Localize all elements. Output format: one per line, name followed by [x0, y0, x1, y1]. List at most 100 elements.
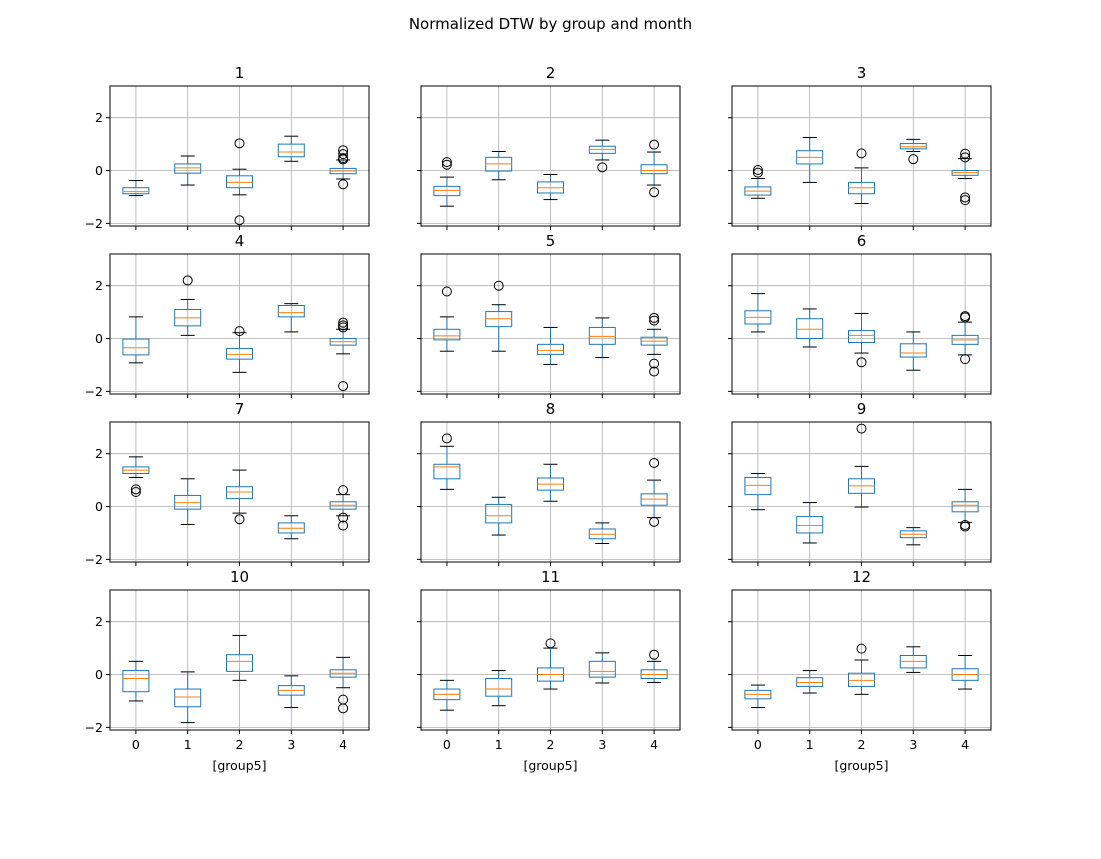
- outlier-point: [649, 457, 660, 468]
- subplot-title: 6: [857, 232, 867, 250]
- outlier-point: [649, 312, 660, 323]
- box-iqr: [899, 343, 927, 358]
- outlier-point: [649, 315, 660, 326]
- boxplot-10-1: [174, 671, 202, 724]
- ytick-label: 2: [95, 446, 103, 461]
- boxplot-7-1: [174, 478, 202, 525]
- x-axis-label: [group5]: [212, 758, 266, 773]
- subplot-title: 8: [546, 400, 556, 418]
- boxplot-10-3: [277, 675, 305, 709]
- outlier-point: [338, 179, 349, 190]
- boxplot-6-4: [951, 311, 979, 365]
- box-iqr: [226, 486, 253, 500]
- boxplot-6-3: [899, 331, 927, 371]
- boxplot-3-1: [796, 137, 824, 183]
- subplot-10: 10 −2 0 2 0 1 2 3 4 [group5]: [85, 568, 370, 773]
- boxplot-9-3: [899, 527, 927, 546]
- outlier-point: [338, 703, 349, 714]
- boxplot-5-2: [537, 326, 564, 365]
- boxplot-11-1: [485, 670, 513, 707]
- box-iqr: [433, 185, 461, 197]
- boxplot-8-4: [640, 457, 668, 527]
- subplot-2: 2: [417, 64, 681, 230]
- boxplot-4-4: [329, 317, 357, 392]
- ytick-label: 2: [95, 110, 103, 125]
- boxplot-7-2: [226, 469, 253, 525]
- outlier-point: [960, 148, 971, 159]
- outlier-point: [960, 312, 971, 323]
- box-iqr: [485, 677, 513, 697]
- boxplot-7-4: [329, 485, 357, 531]
- xtick-label: 0: [132, 737, 140, 752]
- ytick-label: −2: [85, 552, 103, 567]
- boxplot-3-0: [744, 165, 772, 199]
- subplot-title: 5: [546, 232, 556, 250]
- subplot-5: 5: [417, 232, 681, 398]
- xtick-label: 2: [547, 737, 555, 752]
- outlier-point: [752, 165, 763, 175]
- subplot-1: 1 −2 0 2: [85, 64, 370, 231]
- subplot-12: 120 1 2 3 4[group5]: [728, 568, 992, 773]
- outlier-point: [856, 148, 867, 159]
- box-iqr: [848, 330, 875, 343]
- xtick-label: 1: [806, 737, 814, 752]
- box-iqr: [640, 164, 668, 175]
- ytick-label: 2: [95, 278, 103, 293]
- ytick-label: 0: [95, 331, 103, 346]
- subplot-4: 4 −2 0 2: [85, 232, 370, 399]
- xtick-label: 2: [236, 737, 244, 752]
- outlier-point: [960, 152, 971, 163]
- outlier-point: [960, 195, 971, 206]
- box-iqr: [588, 660, 616, 678]
- boxplot-7-0: [122, 456, 150, 497]
- box-iqr: [174, 163, 202, 174]
- boxplot-3-3: [899, 138, 927, 165]
- subplot-title: 9: [857, 400, 867, 418]
- boxplot-10-0: [122, 660, 150, 702]
- boxplot-3-4: [951, 148, 979, 206]
- subplot-8: 8: [417, 400, 681, 566]
- xtick-label: 3: [598, 737, 606, 752]
- outlier-point: [649, 649, 660, 660]
- outlier-point: [441, 433, 452, 444]
- boxplot-10-4: [329, 656, 357, 714]
- outlier-point: [441, 159, 452, 170]
- boxplot-12-1: [796, 670, 824, 694]
- boxplot-8-2: [537, 463, 564, 502]
- subplot-title: 3: [857, 64, 867, 82]
- boxplot-12-3: [899, 646, 927, 673]
- box-iqr: [899, 143, 927, 150]
- outlier-point: [234, 326, 245, 337]
- subplot-title: 7: [235, 400, 245, 418]
- box-iqr: [433, 463, 461, 480]
- outlier-point: [338, 149, 349, 160]
- boxplot-6-2: [848, 312, 875, 368]
- box-iqr: [588, 326, 616, 345]
- outlier-point: [856, 357, 867, 368]
- ytick-label: 0: [95, 667, 103, 682]
- box-iqr: [537, 343, 564, 355]
- boxplot-9-1: [796, 502, 824, 544]
- box-iqr: [122, 670, 150, 693]
- x-axis-label: [group5]: [523, 758, 577, 773]
- outlier-point: [649, 358, 660, 369]
- subplot-title: 11: [541, 568, 560, 586]
- subplot-title: 1: [235, 64, 245, 82]
- boxplot-8-0: [433, 433, 461, 490]
- boxplot-2-0: [433, 157, 461, 207]
- boxplot-12-2: [848, 643, 875, 695]
- ytick-label: 0: [95, 163, 103, 178]
- x-axis-label: [group5]: [834, 758, 888, 773]
- boxplot-4-1: [174, 275, 202, 336]
- box-iqr: [744, 476, 772, 496]
- outlier-point: [649, 516, 660, 527]
- boxplot-5-4: [640, 312, 668, 377]
- outlier-point: [545, 638, 556, 649]
- boxplot-7-3: [277, 515, 305, 540]
- boxplot-9-2: [848, 423, 875, 508]
- boxplot-3-2: [848, 148, 875, 205]
- outlier-point: [441, 157, 452, 168]
- outlier-point: [856, 423, 867, 434]
- boxplot-6-1: [796, 308, 824, 348]
